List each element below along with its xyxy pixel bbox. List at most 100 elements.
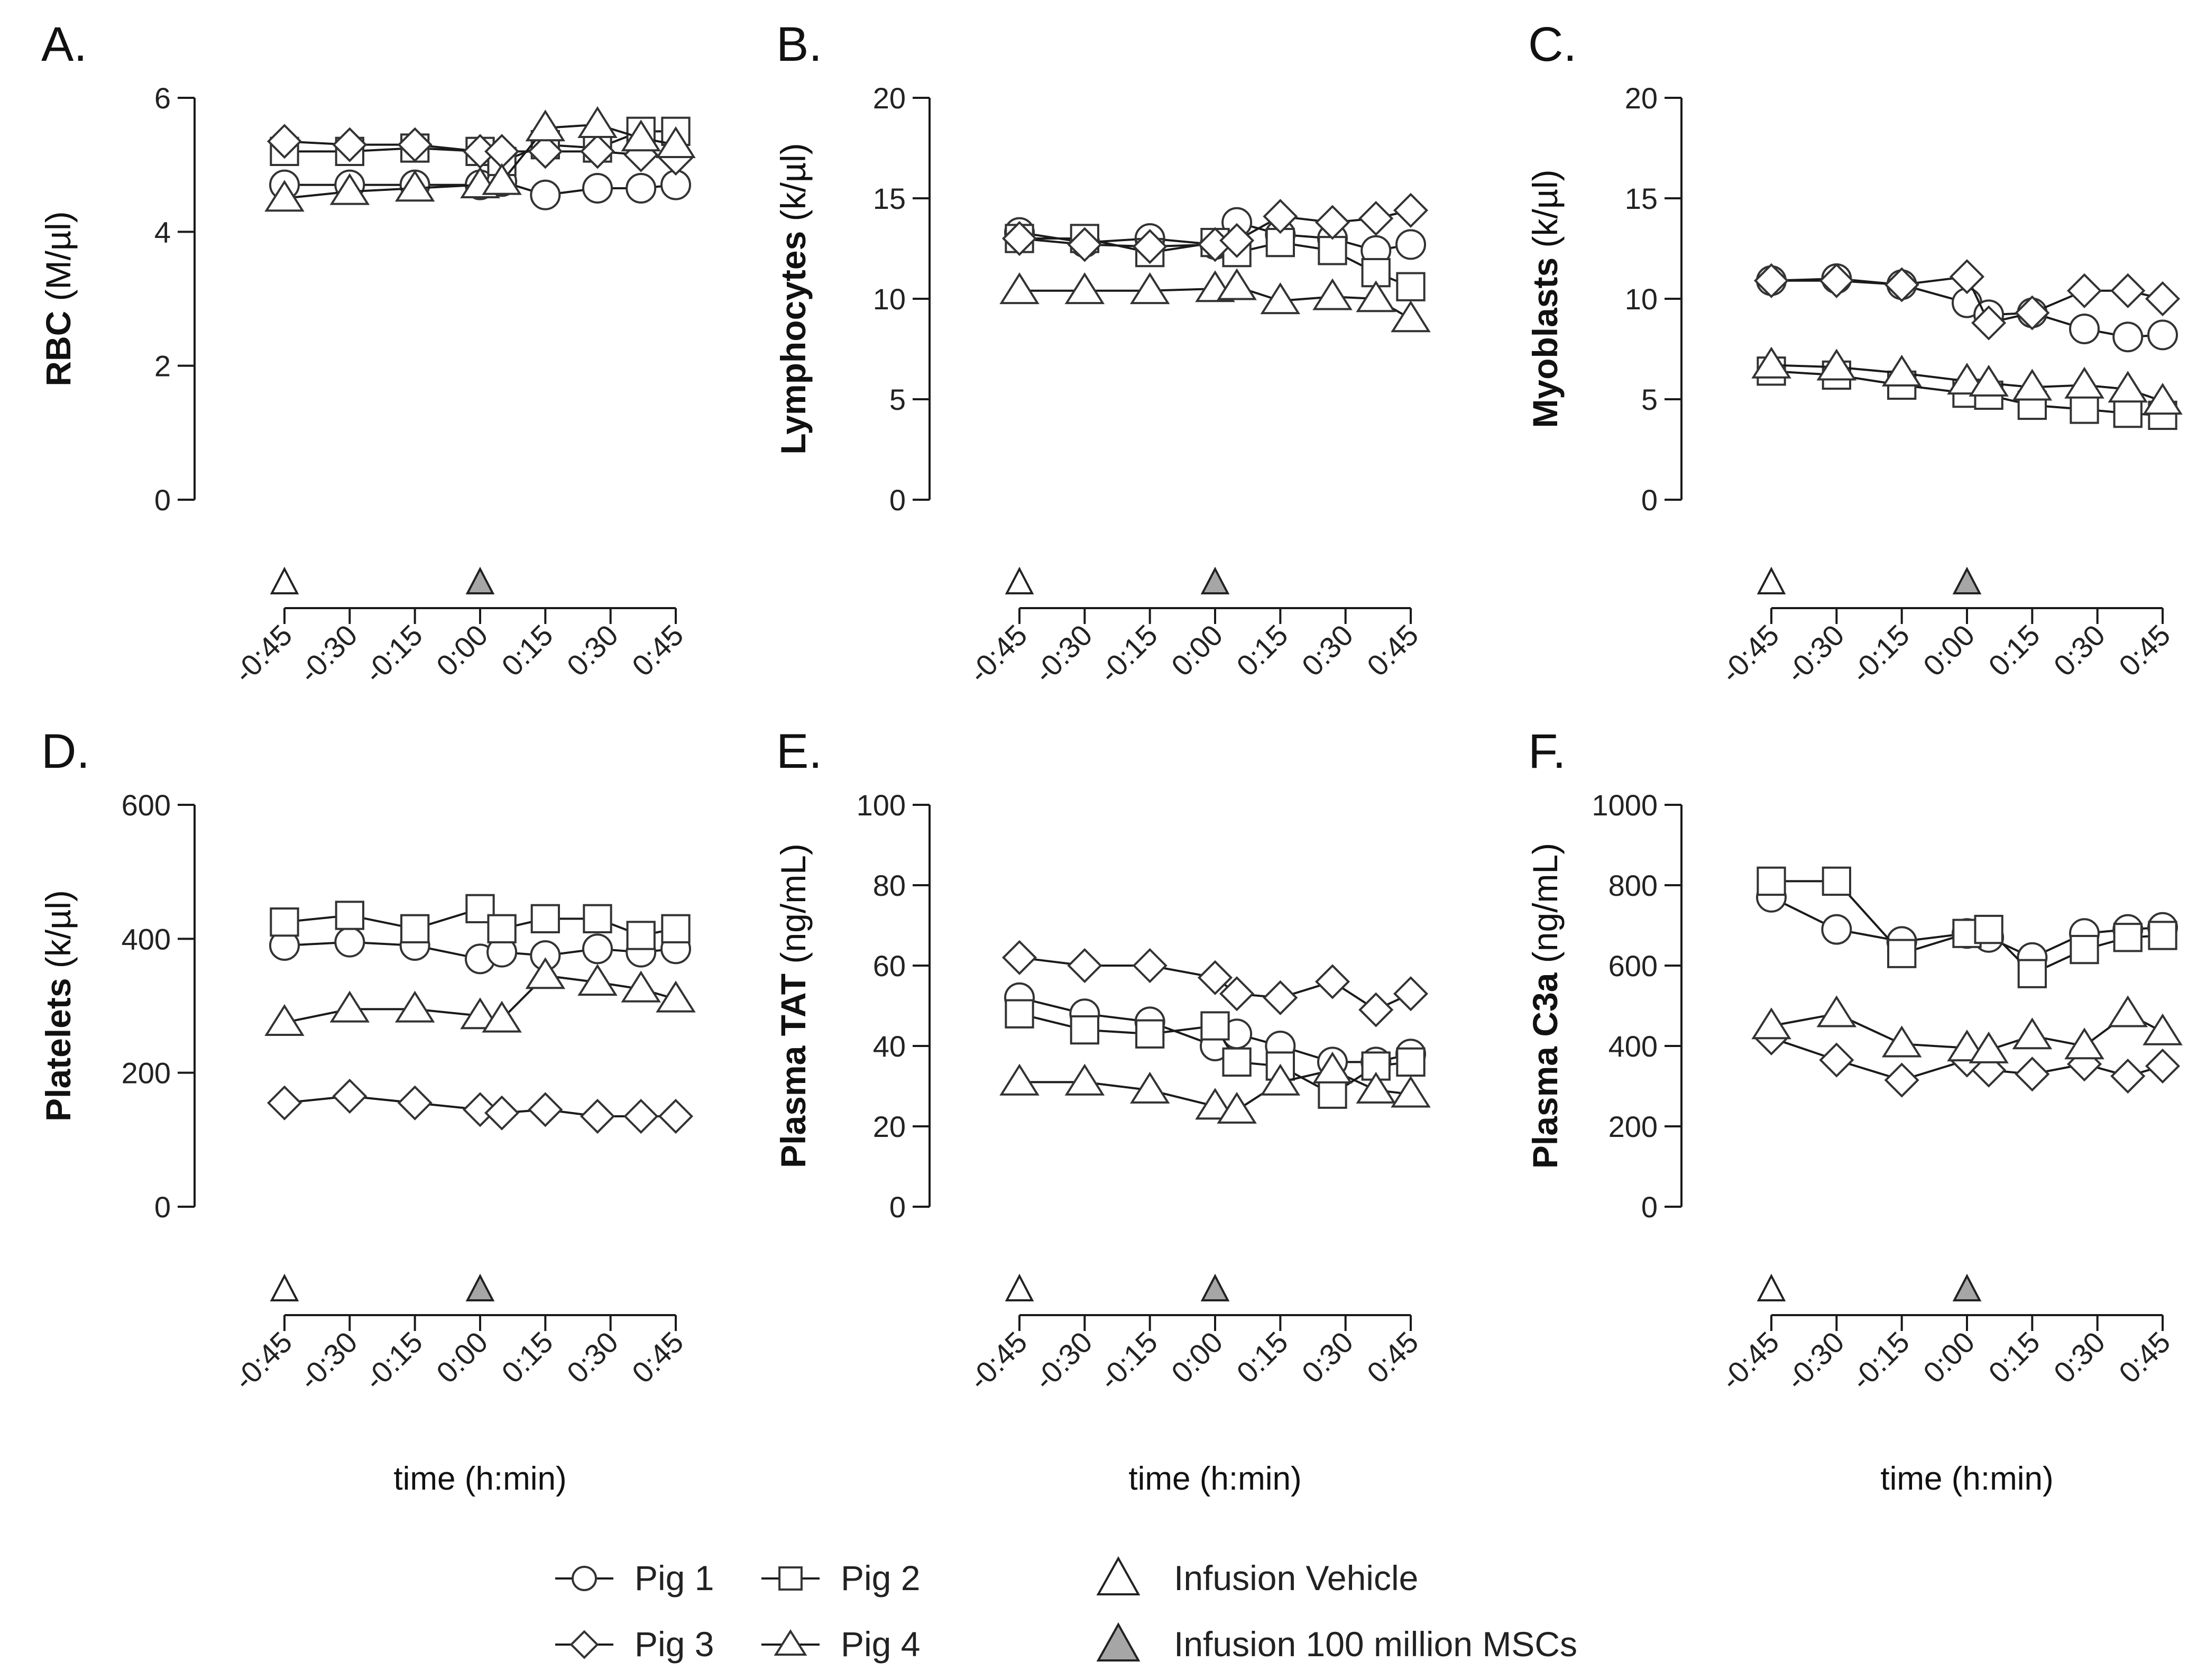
x-tick-label: 0:45	[2112, 618, 2177, 683]
y-axis-label-name: RBC	[39, 311, 78, 387]
y-tick-label: 5	[1641, 383, 1658, 416]
y-axis-label-name: Plasma TAT	[774, 974, 813, 1168]
panel-b: B. 0 5 10 15 20 Lymphocytes (k/µl) -0:45-0:30-0…	[774, 17, 1431, 690]
data-point	[999, 272, 1040, 305]
data-point	[1132, 948, 1168, 984]
panel-label: B.	[776, 17, 822, 71]
data-point	[335, 901, 364, 930]
data-point	[1816, 348, 1857, 381]
x-tick-label: -0:45	[962, 1325, 1034, 1397]
y-tick-label: 20	[873, 81, 906, 115]
data-point	[1753, 263, 1789, 298]
y-tick-label: 600	[122, 788, 171, 822]
legend: Pig 1 Pig 2 Pig 3 Pig 4 Infusion Vehicle Infu…	[555, 1556, 1577, 1664]
data-point	[2145, 281, 2181, 317]
x-tick-label: -0:30	[292, 1325, 364, 1397]
legend-infusion-label: Infusion 100 million MSCs	[1174, 1624, 1577, 1664]
y-axis-label-unit: (k/µl)	[39, 890, 78, 978]
x-tick-label: -0:15	[1844, 1325, 1916, 1397]
y-axis-label: Plasma C3a (ng/mL)	[1525, 843, 1565, 1169]
infusion-vehicle-marker	[270, 1273, 299, 1301]
data-point	[1314, 205, 1350, 240]
data-point	[1757, 866, 1786, 896]
infusion-msc-marker	[1200, 566, 1230, 594]
data-point	[2112, 322, 2144, 353]
data-point	[1129, 272, 1170, 305]
data-point	[1197, 960, 1233, 995]
y-tick-label: 1000	[1592, 788, 1658, 822]
x-tick-label: -0:30	[1027, 1325, 1099, 1397]
data-point	[1200, 1011, 1230, 1041]
y-tick-label: 20	[873, 1110, 906, 1143]
data-point	[2145, 1048, 2181, 1084]
x-tick-label: -0:45	[227, 618, 299, 690]
y-axis-label-name: Plasma C3a	[1525, 972, 1565, 1169]
legend-msc-triangle	[1096, 1622, 1141, 1661]
data-point	[1358, 200, 1394, 236]
data-point	[266, 1085, 302, 1121]
data-point	[1260, 1063, 1301, 1096]
x-axis-label: time (h:min)	[393, 1461, 566, 1497]
y-tick-label: 800	[1608, 869, 1658, 902]
x-tick-label: -0:15	[357, 618, 429, 690]
data-point	[2064, 366, 2104, 399]
y-tick-label: 15	[873, 182, 906, 215]
data-point	[582, 173, 613, 204]
panel-label: A.	[41, 17, 87, 71]
y-tick-label: 0	[1641, 483, 1658, 517]
y-tick-label: 6	[154, 81, 171, 115]
data-point	[1751, 346, 1791, 379]
data-point	[656, 980, 696, 1013]
panel-label: C.	[1528, 17, 1577, 71]
panel-d: D. 0 200 400 600 Platelets (k/µl) -0:45-0:30-0…	[39, 724, 696, 1497]
infusion-msc-marker	[1200, 1273, 1230, 1301]
y-tick-label: 10	[1625, 282, 1658, 316]
data-point	[658, 1098, 694, 1134]
y-axis-label: Platelets (k/µl)	[39, 890, 78, 1122]
data-point	[582, 933, 613, 965]
data-point	[1358, 992, 1394, 1027]
data-point	[580, 1098, 615, 1134]
x-tick-label: 0:45	[1361, 618, 1425, 683]
x-tick-label: -0:45	[227, 1325, 299, 1397]
data-point	[1132, 229, 1168, 264]
y-axis-label-name: Myoblasts	[1525, 258, 1565, 428]
x-tick-label: 0:45	[1361, 1325, 1425, 1390]
x-tick-label: 0:00	[430, 1325, 494, 1390]
data-point	[264, 1004, 305, 1036]
x-tick-label: 0:00	[430, 618, 494, 683]
legend-square-marker	[778, 1566, 803, 1591]
data-point	[583, 904, 612, 933]
y-tick-label: 20	[1625, 81, 1658, 115]
x-tick-label: -0:30	[1779, 1325, 1851, 1397]
y-axis-label: RBC (M/µl)	[39, 211, 78, 386]
y-axis-label-unit: (ng/mL)	[774, 843, 813, 974]
y-axis-label-name: Platelets	[39, 978, 78, 1121]
x-tick-label: -0:45	[962, 618, 1034, 690]
y-axis-label-unit: (ng/mL)	[1525, 843, 1565, 973]
data-point	[2113, 923, 2143, 952]
data-point	[1263, 980, 1298, 1015]
y-axis-label-unit: (M/µl)	[39, 211, 78, 310]
y-tick-label: 15	[1625, 182, 1658, 215]
y-axis-label-unit: (k/µl)	[774, 143, 813, 231]
legend-label: Pig 4	[841, 1624, 920, 1664]
y-tick-label: 400	[1608, 1030, 1658, 1063]
data-point	[530, 904, 560, 933]
x-tick-label: 0:15	[495, 1325, 559, 1390]
data-point	[394, 990, 435, 1023]
y-tick-label: 600	[1608, 949, 1658, 983]
y-tick-label: 0	[154, 483, 171, 517]
y-tick-label: 200	[1608, 1110, 1658, 1143]
data-point	[2066, 273, 2102, 308]
data-point	[484, 1095, 520, 1131]
data-point	[394, 170, 435, 202]
data-point	[1969, 364, 2009, 397]
data-point	[1884, 267, 1919, 302]
x-tick-label: -0:15	[1092, 618, 1164, 690]
x-tick-label: -0:30	[1779, 618, 1851, 690]
panel-label: E.	[776, 724, 822, 778]
data-point	[621, 970, 661, 1003]
x-tick-label: 0:00	[1917, 1325, 1981, 1390]
data-point	[528, 134, 563, 169]
